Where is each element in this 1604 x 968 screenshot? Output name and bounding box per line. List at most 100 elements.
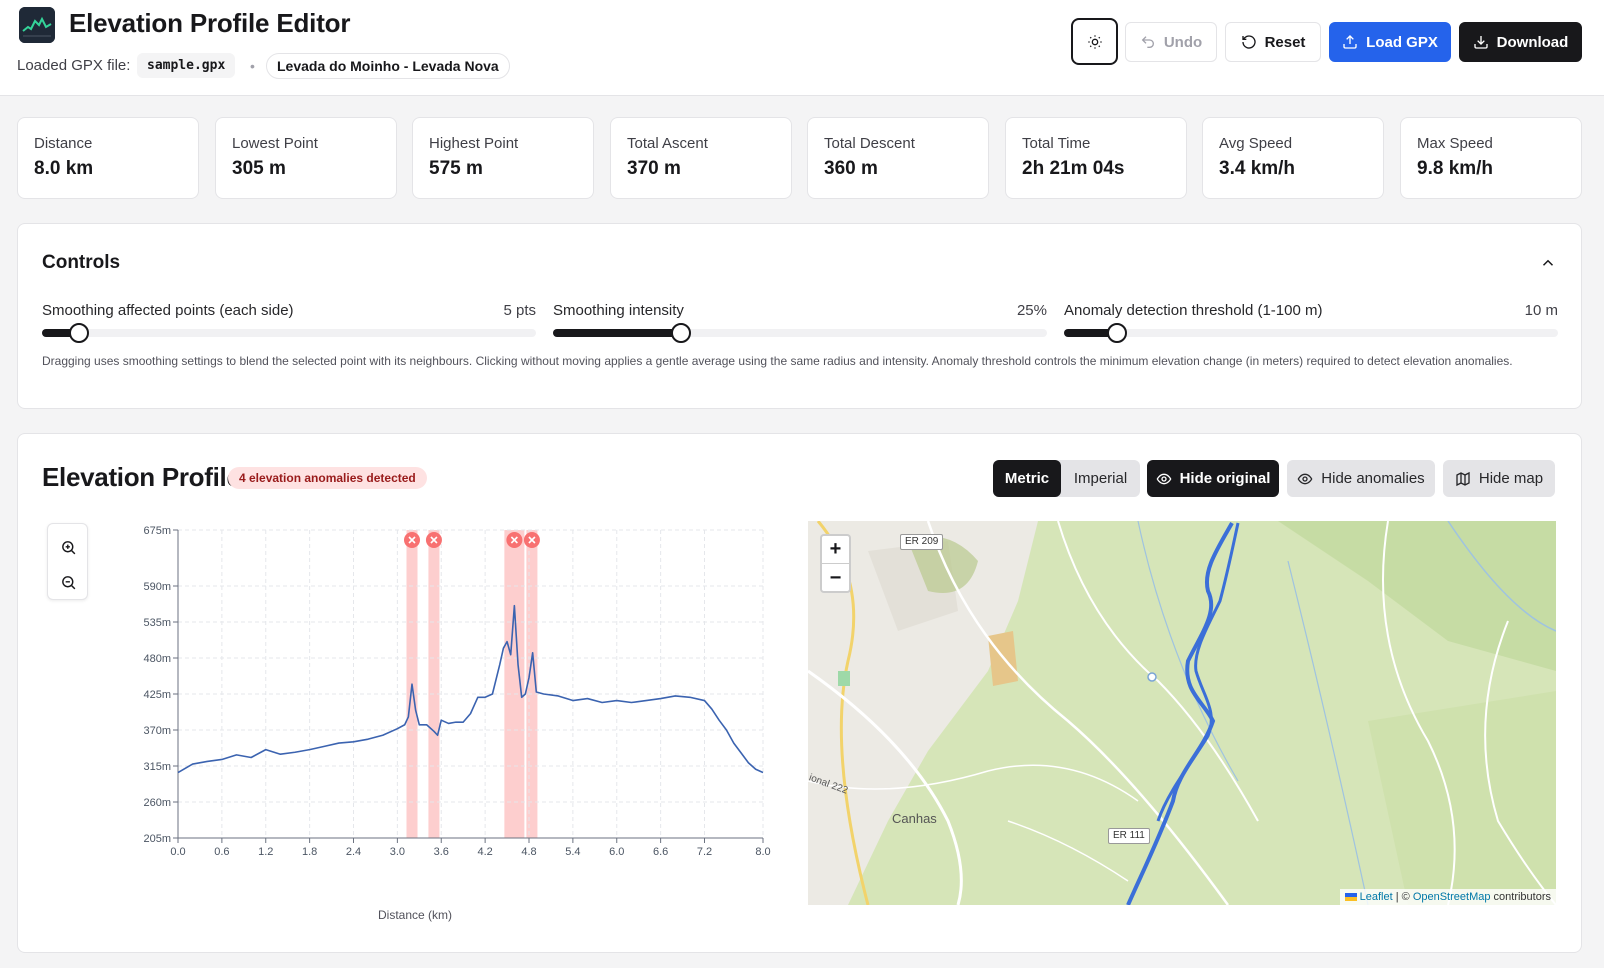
controls-help-text: Dragging uses smoothing settings to blen… (42, 354, 1513, 368)
elevation-profile-panel: Elevation Profile 4 elevation anomalies … (17, 433, 1582, 953)
map-zoom-in-button[interactable]: + (822, 536, 849, 564)
slider-label: Anomaly detection threshold (1-100 m) (1064, 302, 1323, 319)
stat-label: Total Ascent (627, 135, 708, 152)
map-attribution: Leaflet | © OpenStreetMap contributors (1339, 889, 1556, 905)
x-tick-label: 4.2 (477, 846, 492, 858)
anomaly-band (526, 530, 538, 838)
stat-label: Distance (34, 135, 93, 152)
close-icon (408, 536, 416, 544)
x-tick-label: 1.2 (258, 846, 273, 858)
slider-value: 5 pts (503, 302, 536, 319)
x-tick-label: 3.0 (390, 846, 405, 858)
town-label-canhas: Canhas (892, 811, 937, 826)
smoothing-intensity-slider: Smoothing intensity 25% (553, 302, 1047, 343)
zoom-out-icon[interactable] (60, 574, 77, 591)
chevron-up-icon[interactable] (1539, 254, 1557, 272)
slider-track[interactable] (42, 323, 536, 343)
undo-button[interactable]: Undo (1125, 22, 1217, 62)
elevation-chart[interactable]: 0.0 0.6 1.2 1.8 2.4 3.0 3.6 4.2 4.8 5.4 6.0 6.6 7.2 8… (93, 520, 793, 910)
load-gpx-button[interactable]: Load GPX (1329, 22, 1451, 62)
reset-button[interactable]: Reset (1225, 22, 1321, 62)
loaded-file-label: Loaded GPX file: (17, 57, 131, 74)
track-name-chip: Levada do Moinho - Levada Nova (266, 53, 510, 79)
stat-card-highest-point: Highest Point 575 m (412, 117, 594, 199)
y-tick-label: 480m (143, 653, 171, 665)
stat-card-distance: Distance 8.0 km (17, 117, 199, 199)
x-tick-label: 6.0 (609, 846, 624, 858)
anomaly-count-badge: 4 elevation anomalies detected (228, 467, 427, 489)
stat-label: Total Descent (824, 135, 915, 152)
stat-value: 305 m (232, 158, 286, 179)
reset-icon (1241, 35, 1256, 49)
hide-original-label: Hide original (1179, 470, 1271, 487)
x-tick-label: 8.0 (755, 846, 770, 858)
x-tick-label: 4.8 (521, 846, 536, 858)
slider-track[interactable] (1064, 323, 1558, 343)
map-zoom-controls: + − (820, 534, 851, 593)
leaflet-link[interactable]: Leaflet (1359, 891, 1393, 903)
attribution-tail: contributors (1490, 891, 1551, 903)
stat-value: 360 m (824, 158, 878, 179)
slider-track[interactable] (553, 323, 1047, 343)
stat-card-total-time: Total Time 2h 21m 04s (1005, 117, 1187, 199)
x-tick-label: 7.2 (697, 846, 712, 858)
app-logo-icon (19, 7, 55, 43)
y-tick-label: 370m (143, 725, 171, 737)
osm-link[interactable]: OpenStreetMap (1412, 891, 1491, 903)
slider-label: Smoothing intensity (553, 302, 684, 319)
stat-card-lowest-point: Lowest Point 305 m (215, 117, 397, 199)
download-label: Download (1496, 33, 1569, 51)
stat-card-total-ascent: Total Ascent 370 m (610, 117, 792, 199)
stat-card-total-descent: Total Descent 360 m (807, 117, 989, 199)
anomaly-band (428, 530, 440, 838)
profile-title: Elevation Profile (42, 462, 241, 492)
y-tick-label: 425m (143, 689, 171, 701)
stat-card-avg-speed: Avg Speed 3.4 km/h (1202, 117, 1384, 199)
y-tick-label: 535m (143, 617, 171, 629)
map-zoom-out-button[interactable]: − (829, 566, 842, 589)
slider-fill (42, 329, 80, 337)
route-map[interactable]: ER 209 ER 111 ional 222 Canhas + − Leafl… (808, 521, 1556, 905)
download-button[interactable]: Download (1459, 22, 1582, 62)
separator-dot: • (250, 58, 255, 74)
metric-toggle-button[interactable]: Metric (993, 460, 1061, 497)
hide-anomalies-button[interactable]: Hide anomalies (1287, 460, 1435, 497)
anomaly-threshold-slider: Anomaly detection threshold (1-100 m) 10… (1064, 302, 1558, 343)
controls-title: Controls (42, 252, 121, 273)
stat-label: Lowest Point (232, 135, 318, 152)
stat-value: 370 m (627, 158, 681, 179)
slider-thumb[interactable] (1107, 323, 1128, 343)
stat-card-max-speed: Max Speed 9.8 km/h (1400, 117, 1582, 199)
attribution-separator: | © (1392, 891, 1413, 903)
anomaly-band (504, 530, 525, 838)
app-header: Elevation Profile Editor Loaded GPX file… (0, 0, 1604, 96)
eye-icon (1297, 473, 1313, 484)
load-gpx-label: Load GPX (1366, 33, 1438, 51)
zoom-in-icon[interactable] (60, 539, 77, 556)
stat-value: 3.4 km/h (1219, 158, 1296, 179)
controls-panel: Controls Smoothing affected points (each… (17, 223, 1582, 409)
upload-icon (1343, 35, 1357, 49)
stat-label: Max Speed (1417, 135, 1493, 152)
stat-value: 9.8 km/h (1417, 158, 1494, 179)
y-tick-label: 675m (143, 525, 171, 537)
road-label-er209: ER 209 (900, 534, 944, 550)
stat-value: 575 m (429, 158, 483, 179)
slider-thumb[interactable] (69, 323, 90, 343)
hide-anomalies-label: Hide anomalies (1321, 470, 1425, 487)
y-tick-label: 260m (143, 797, 171, 809)
hide-original-button[interactable]: Hide original (1147, 460, 1279, 497)
x-tick-label: 6.6 (653, 846, 668, 858)
x-tick-label: 1.8 (302, 846, 317, 858)
hide-map-button[interactable]: Hide map (1443, 460, 1555, 497)
chart-zoom-controls (47, 523, 88, 600)
elevation-line (177, 604, 764, 774)
unit-toggle: Metric Imperial (993, 460, 1140, 497)
imperial-toggle-button[interactable]: Imperial (1073, 470, 1128, 487)
slider-thumb[interactable] (671, 323, 692, 343)
theme-toggle-button[interactable] (1071, 18, 1118, 65)
eye-icon (1156, 473, 1171, 484)
undo-icon (1141, 36, 1154, 48)
undo-label: Undo (1163, 33, 1203, 51)
app-title: Elevation Profile Editor (69, 8, 351, 38)
